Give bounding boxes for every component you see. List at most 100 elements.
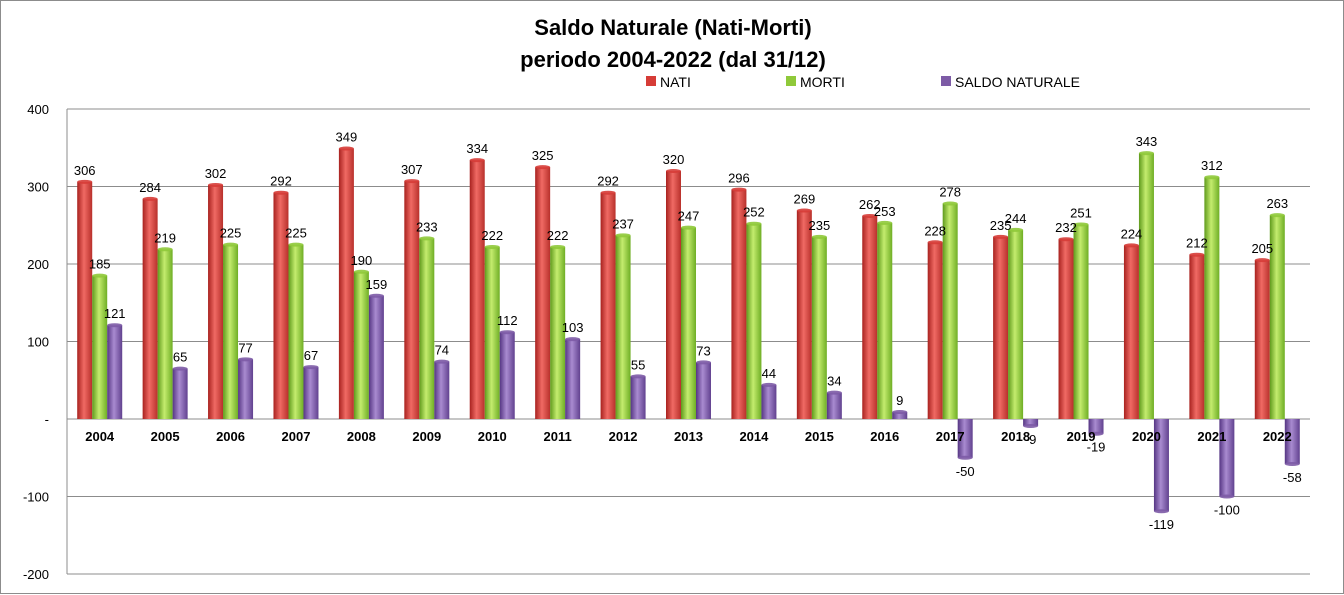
nati-value-label: 302 bbox=[205, 166, 227, 181]
category-label: 2018 bbox=[1001, 429, 1030, 444]
saldo-bar-cap bbox=[630, 374, 646, 379]
nati-bar-cap bbox=[993, 234, 1009, 239]
morti-bar-cap bbox=[288, 242, 304, 247]
nati-value-label: 262 bbox=[859, 197, 881, 212]
morti-bar bbox=[1073, 224, 1089, 419]
saldo-bar-cap bbox=[368, 293, 384, 298]
saldo-value-label: 9 bbox=[896, 393, 903, 408]
nati-bar-cap bbox=[600, 190, 616, 195]
category-labels: 2004 2005 2006 2007 2008 2009 2010 2011 2012 2013… bbox=[85, 429, 1292, 444]
saldo-bar-cap bbox=[892, 410, 908, 415]
saldo-value-label: 65 bbox=[173, 350, 187, 365]
morti-bar bbox=[288, 244, 304, 419]
y-tick-label: 300 bbox=[27, 180, 49, 195]
y-tick-label: -200 bbox=[23, 567, 49, 582]
nati-bar bbox=[1254, 260, 1270, 419]
chart-title: Saldo Naturale (Nati-Morti) bbox=[534, 15, 811, 40]
nati-bar-cap bbox=[338, 146, 354, 151]
nati-bar-cap bbox=[404, 179, 420, 184]
morti-bar-cap bbox=[681, 225, 696, 230]
morti-value-label: 222 bbox=[481, 228, 503, 243]
saldo-bar bbox=[238, 359, 254, 419]
morti-bar-cap bbox=[942, 201, 958, 206]
saldo-bar-cap bbox=[826, 390, 842, 395]
nati-bar-cap bbox=[862, 213, 878, 218]
nati-value-label: 292 bbox=[270, 174, 292, 189]
nati-bar bbox=[862, 215, 878, 419]
nati-bar bbox=[1123, 245, 1139, 419]
saldo-value-label: 67 bbox=[304, 348, 318, 363]
bars bbox=[77, 146, 1300, 514]
morti-bar bbox=[746, 223, 762, 419]
category-label: 2016 bbox=[870, 429, 899, 444]
y-tick-label: 200 bbox=[27, 257, 49, 272]
legend-swatch-saldo bbox=[941, 76, 951, 86]
saldo-value-label: 55 bbox=[631, 357, 645, 372]
legend-label-nati: NATI bbox=[660, 74, 691, 90]
category-label: 2021 bbox=[1197, 429, 1226, 444]
nati-bar bbox=[338, 148, 354, 419]
nati-bar-cap bbox=[535, 165, 551, 170]
saldo-bar bbox=[107, 325, 123, 419]
nati-bar-cap bbox=[731, 187, 747, 192]
saldo-bar bbox=[892, 412, 908, 419]
morti-bar-cap bbox=[157, 247, 173, 252]
saldo-value-label: 121 bbox=[104, 306, 126, 321]
morti-bar bbox=[877, 222, 893, 419]
nati-value-label: 320 bbox=[663, 152, 685, 167]
nati-value-label: 349 bbox=[336, 130, 358, 145]
y-tick-label: 400 bbox=[27, 102, 49, 117]
saldo-bar bbox=[172, 368, 188, 419]
saldo-value-label: -100 bbox=[1214, 503, 1240, 518]
chart-subtitle: periodo 2004-2022 (dal 31/12) bbox=[520, 47, 826, 72]
saldo-bar-cap bbox=[107, 323, 123, 328]
nati-bar-cap bbox=[1189, 252, 1205, 257]
nati-bar-cap bbox=[469, 158, 485, 163]
morti-value-label: 278 bbox=[939, 185, 961, 200]
saldo-value-label: -50 bbox=[956, 464, 975, 479]
category-label: 2007 bbox=[282, 429, 311, 444]
nati-bar bbox=[535, 167, 551, 419]
category-label: 2006 bbox=[216, 429, 245, 444]
legend-label-morti: MORTI bbox=[800, 74, 845, 90]
saldo-bar bbox=[303, 367, 319, 419]
morti-bar-cap bbox=[811, 234, 827, 239]
y-tick-label: -100 bbox=[23, 490, 49, 505]
nati-bar bbox=[273, 192, 289, 419]
saldo-value-label: 159 bbox=[366, 277, 388, 292]
morti-bar-cap bbox=[223, 242, 239, 247]
y-tick-label: 100 bbox=[27, 335, 49, 350]
nati-bar-cap bbox=[666, 169, 681, 173]
nati-value-label: 296 bbox=[728, 171, 750, 186]
saldo-bar-cap bbox=[565, 337, 581, 342]
nati-bar-cap bbox=[142, 196, 158, 201]
nati-value-label: 334 bbox=[466, 141, 488, 156]
nati-bar bbox=[600, 192, 616, 419]
saldo-bar-cap bbox=[1219, 494, 1235, 499]
morti-bar bbox=[223, 244, 239, 419]
morti-bar-cap bbox=[1008, 227, 1024, 232]
saldo-bar bbox=[1088, 419, 1104, 434]
morti-value-label: 343 bbox=[1136, 134, 1158, 149]
nati-bar bbox=[469, 160, 485, 419]
morti-value-label: 233 bbox=[416, 219, 438, 234]
nati-bar bbox=[993, 236, 1009, 419]
morti-bar-cap bbox=[1204, 175, 1220, 180]
nati-value-label: 284 bbox=[139, 180, 161, 195]
nati-bar bbox=[404, 181, 420, 419]
morti-bar bbox=[550, 246, 566, 419]
morti-bar-cap bbox=[877, 220, 893, 225]
saldo-bar bbox=[630, 376, 646, 419]
nati-value-label: 212 bbox=[1186, 236, 1208, 251]
morti-bar-cap bbox=[92, 273, 108, 278]
nati-bar bbox=[77, 181, 93, 419]
morti-bar-cap bbox=[353, 269, 369, 274]
legend: NATI MORTI SALDO NATURALE bbox=[646, 74, 1080, 90]
saldo-bar-cap bbox=[303, 365, 319, 370]
nati-bar-cap bbox=[273, 190, 289, 195]
saldo-bar-cap bbox=[1023, 423, 1039, 428]
saldo-bar bbox=[565, 339, 581, 419]
nati-bar-cap bbox=[1254, 258, 1270, 263]
category-label: 2020 bbox=[1132, 429, 1161, 444]
morti-bar bbox=[484, 246, 500, 419]
